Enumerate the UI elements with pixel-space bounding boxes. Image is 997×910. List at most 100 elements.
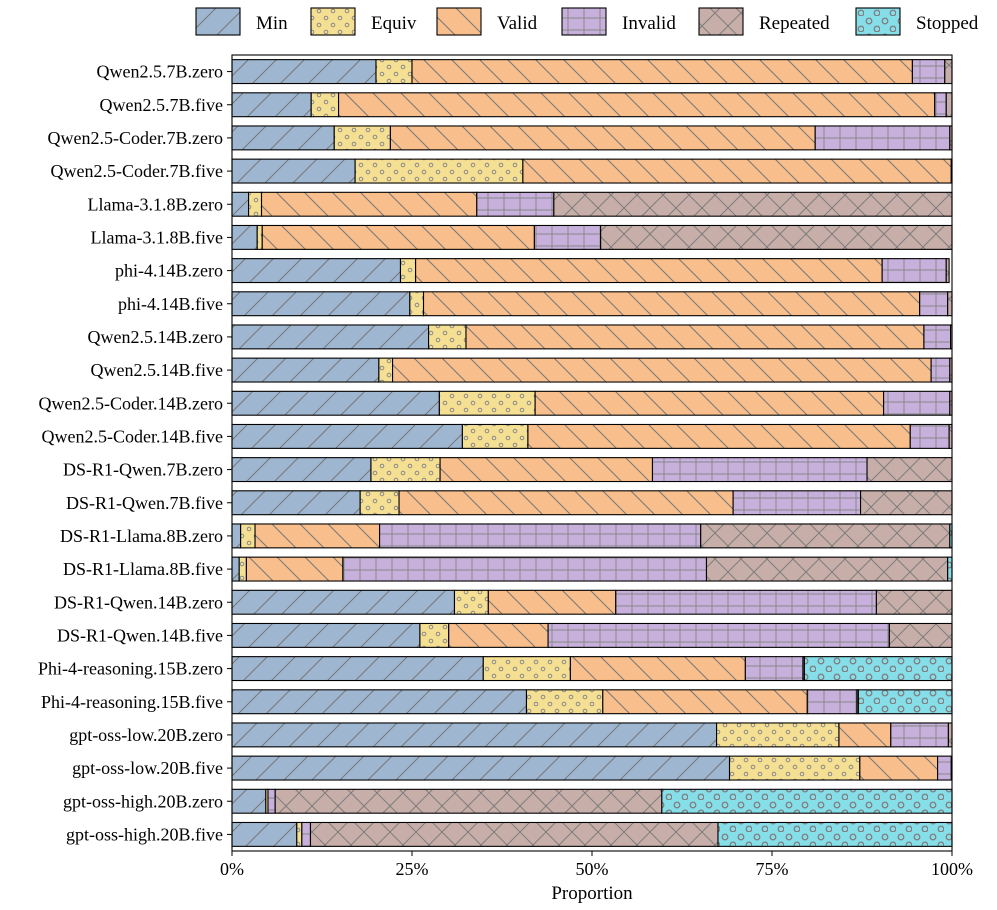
- bar-qwen2-5-coder-14b-five-invalid: [909, 423, 950, 449]
- bar-ds-r1-qwen-14b-five-valid: [448, 622, 549, 648]
- bar-gpt-oss-high-20b-zero-repeated: [274, 788, 663, 814]
- bar-phi-4-14b-zero-min: [231, 258, 402, 284]
- bar-ds-r1-llama-8b-zero-invalid: [379, 523, 702, 549]
- bar-ds-r1-qwen-14b-zero-invalid: [615, 589, 877, 615]
- bar-ds-r1-qwen-7b-zero-valid: [439, 457, 654, 483]
- bar-qwen2-5-14b-five-min: [231, 357, 380, 383]
- x-axis-label: Proportion: [551, 883, 633, 904]
- bar-llama-3-1-8b-zero-invalid: [476, 191, 555, 217]
- bar-qwen2-5-coder-7b-zero-invalid: [814, 125, 951, 151]
- bar-gpt-oss-low-20b-zero-invalid: [890, 722, 949, 748]
- legend-swatch-equiv: [310, 7, 356, 36]
- y-tick-label-ds-r1-llama-8b-five: DS-R1-Llama.8B.five: [63, 559, 223, 579]
- bar-ds-r1-llama-8b-zero-min: [231, 523, 242, 549]
- bar-ds-r1-qwen-7b-five-repeated: [860, 490, 953, 516]
- bar-ds-r1-qwen-14b-five-repeated: [888, 622, 953, 648]
- bar-qwen2-5-7b-zero-equiv: [375, 59, 413, 85]
- bar-phi-4-14b-five-equiv: [409, 291, 425, 317]
- bar-phi-4-reasoning-15b-zero-valid: [569, 656, 746, 682]
- bar-ds-r1-qwen-7b-zero-min: [231, 457, 372, 483]
- bar-llama-3-1-8b-zero-equiv: [248, 191, 263, 217]
- bar-gpt-oss-high-20b-zero-invalid: [267, 788, 276, 814]
- bar-ds-r1-llama-8b-five-invalid: [342, 556, 708, 582]
- bar-llama-3-1-8b-five-valid: [261, 224, 535, 250]
- y-tick-label-ds-r1-qwen-14b-zero: DS-R1-Qwen.14B.zero: [54, 592, 223, 612]
- bar-qwen2-5-coder-7b-five-min: [231, 158, 356, 184]
- bar-gpt-oss-low-20b-five-equiv: [728, 755, 861, 781]
- bar-ds-r1-qwen-7b-zero-invalid: [651, 457, 868, 483]
- y-tick-label-phi-4-14b-zero: phi-4.14B.zero: [115, 261, 223, 281]
- legend: Min Equiv Valid Invalid Repeated Stopped: [195, 7, 979, 36]
- bar-qwen2-5-coder-7b-five-valid: [522, 158, 952, 184]
- bar-ds-r1-qwen-7b-zero-repeated: [866, 457, 953, 483]
- bar-gpt-oss-high-20b-five-min: [231, 821, 298, 847]
- y-tick-label-llama-3-1-8b-five: Llama-3.1.8B.five: [91, 227, 223, 247]
- bar-ds-r1-qwen-7b-zero-equiv: [370, 457, 441, 483]
- bars-group: [231, 59, 953, 847]
- y-tick-label-gpt-oss-low-20b-five: gpt-oss-low.20B.five: [72, 758, 223, 778]
- bar-ds-r1-llama-8b-zero-valid: [254, 523, 381, 549]
- y-tick-label-llama-3-1-8b-zero: Llama-3.1.8B.zero: [88, 194, 223, 214]
- y-tick-label-qwen2-5-7b-five: Qwen2.5.7B.five: [100, 95, 223, 115]
- bar-phi-4-14b-zero-invalid: [881, 258, 947, 284]
- bar-ds-r1-llama-8b-zero-equiv: [240, 523, 256, 549]
- x-tick-label: 100%: [931, 859, 973, 879]
- y-tick-label-phi-4-reasoning-15b-zero: Phi-4-reasoning.15B.zero: [38, 659, 223, 679]
- legend-label-min: Min: [256, 13, 288, 34]
- bar-qwen2-5-7b-five-valid: [338, 92, 936, 118]
- bar-qwen2-5-14b-zero-valid: [465, 324, 925, 350]
- bar-phi-4-reasoning-15b-zero-equiv: [482, 656, 571, 682]
- bar-qwen2-5-14b-five-invalid: [930, 357, 951, 383]
- bar-gpt-oss-low-20b-zero-min: [231, 722, 718, 748]
- bar-qwen2-5-7b-zero-invalid: [911, 59, 946, 85]
- bar-gpt-oss-low-20b-zero-equiv: [716, 722, 840, 748]
- y-tick-label-qwen2-5-14b-five: Qwen2.5.14B.five: [91, 360, 223, 380]
- y-tick-label-qwen2-5-coder-7b-zero: Qwen2.5-Coder.7B.zero: [48, 128, 223, 148]
- bar-qwen2-5-14b-zero-equiv: [428, 324, 467, 350]
- bar-llama-3-1-8b-zero-valid: [260, 191, 478, 217]
- bar-qwen2-5-7b-zero-valid: [411, 59, 913, 85]
- bar-qwen2-5-14b-zero-invalid: [923, 324, 952, 350]
- y-tick-label-ds-r1-qwen-7b-five: DS-R1-Qwen.7B.five: [66, 493, 223, 513]
- bar-ds-r1-qwen-14b-zero-valid: [487, 589, 617, 615]
- bar-qwen2-5-7b-five-min: [231, 92, 312, 118]
- bar-phi-4-14b-five-invalid: [919, 291, 949, 317]
- y-tick-label-gpt-oss-low-20b-zero: gpt-oss-low.20B.zero: [69, 725, 223, 745]
- bar-ds-r1-qwen-7b-five-invalid: [732, 490, 862, 516]
- legend-label-stopped: Stopped: [916, 13, 979, 34]
- bar-llama-3-1-8b-five-repeated: [600, 224, 953, 250]
- bar-phi-4-reasoning-15b-zero-invalid: [744, 656, 804, 682]
- y-tick-label-ds-r1-qwen-7b-zero: DS-R1-Qwen.7B.zero: [63, 460, 223, 480]
- bar-phi-4-reasoning-15b-five-min: [231, 689, 528, 715]
- bar-phi-4-reasoning-15b-five-invalid: [806, 689, 858, 715]
- legend-label-valid: Valid: [497, 13, 538, 34]
- bar-ds-r1-llama-8b-five-min: [231, 556, 240, 582]
- x-tick-label: 25%: [396, 859, 429, 879]
- legend-label-repeated: Repeated: [759, 13, 830, 34]
- y-tick-label-ds-r1-llama-8b-zero: DS-R1-Llama.8B.zero: [60, 526, 223, 546]
- bar-qwen2-5-7b-five-equiv: [310, 92, 340, 118]
- bar-ds-r1-qwen-14b-five-min: [231, 622, 421, 648]
- bar-gpt-oss-high-20b-zero-stopped: [661, 788, 953, 814]
- bar-phi-4-14b-zero-repeated: [945, 258, 950, 284]
- bar-ds-r1-qwen-14b-five-invalid: [547, 622, 890, 648]
- bar-phi-4-reasoning-15b-five-equiv: [525, 689, 604, 715]
- legend-swatch-min: [195, 7, 241, 36]
- bar-qwen2-5-14b-five-valid: [392, 357, 932, 383]
- bar-qwen2-5-coder-7b-zero-equiv: [333, 125, 391, 151]
- bar-ds-r1-qwen-7b-five-valid: [398, 490, 734, 516]
- bar-phi-4-reasoning-15b-five-stopped: [857, 689, 953, 715]
- bar-phi-4-14b-zero-valid: [415, 258, 883, 284]
- bar-ds-r1-qwen-7b-five-min: [231, 490, 361, 516]
- bar-qwen2-5-coder-14b-five-valid: [527, 423, 911, 449]
- legend-swatch-repeated: [698, 7, 744, 36]
- y-tick-label-ds-r1-qwen-14b-five: DS-R1-Qwen.14B.five: [57, 625, 223, 645]
- x-tick-label: 50%: [576, 859, 609, 879]
- bar-phi-4-reasoning-15b-zero-min: [231, 656, 484, 682]
- bar-ds-r1-llama-8b-five-stopped: [947, 556, 953, 582]
- bar-qwen2-5-14b-zero-min: [231, 324, 430, 350]
- bar-qwen2-5-7b-zero-min: [231, 59, 377, 85]
- legend-swatch-valid: [436, 7, 482, 36]
- bar-ds-r1-qwen-14b-zero-equiv: [453, 589, 489, 615]
- y-tick-label-qwen2-5-coder-14b-zero: Qwen2.5-Coder.14B.zero: [39, 393, 223, 413]
